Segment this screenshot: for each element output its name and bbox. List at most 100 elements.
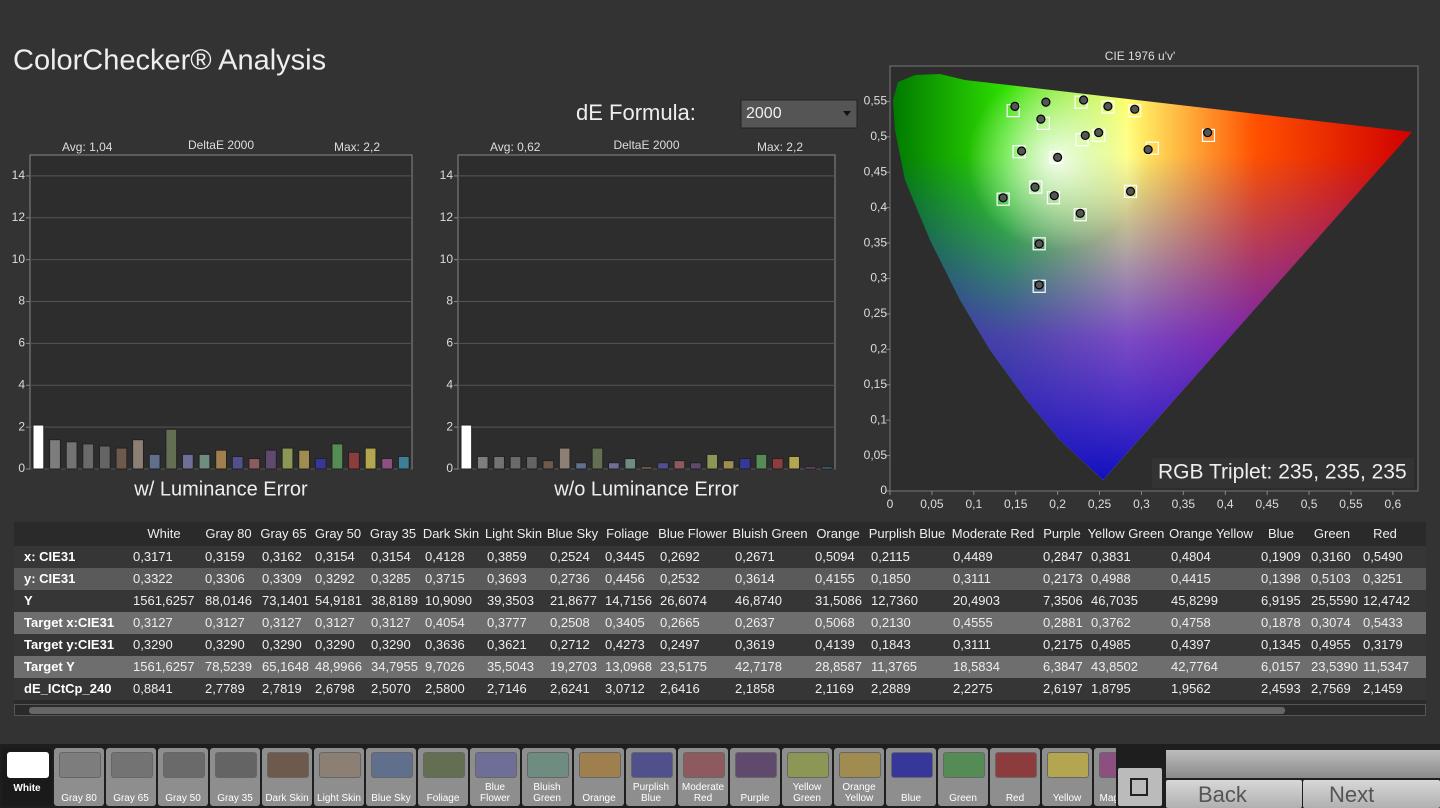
patch-button[interactable]: Gray 80 [54,748,104,806]
patch-color[interactable] [423,752,465,778]
patch-label[interactable]: Magenta [1099,793,1116,804]
tool-buttons[interactable] [1166,750,1440,778]
patch-label[interactable]: Yellow [1052,793,1082,804]
table-cell: 73,1401 [262,593,309,608]
patch-color[interactable] [891,752,933,778]
patch-label[interactable]: Orange [582,793,616,804]
patch-button[interactable]: Moderate Red [678,748,728,806]
patch-color[interactable] [631,752,673,778]
patch-color[interactable] [683,752,725,778]
patch-label[interactable]: Purplish Blue [632,782,670,804]
pause-button[interactable] [1118,768,1162,806]
patch-label[interactable]: Green [949,793,977,804]
table-cell: 0,3127 [133,615,173,630]
patch-button[interactable]: Gray 35 [210,748,260,806]
back-button[interactable]: Back [1166,780,1302,808]
patch-button[interactable]: Orange [574,748,624,806]
patch-label[interactable]: Gray 50 [165,793,201,804]
patch-color[interactable] [527,752,569,778]
patch-button[interactable]: Yellow [1042,748,1092,806]
patch-button[interactable]: Gray 65 [106,748,156,806]
table-cell: 0,3127 [315,615,355,630]
table-cell: 18,5834 [953,659,1000,674]
patch-label[interactable]: Gray 35 [217,793,253,804]
patch-label[interactable]: Blue [900,793,921,804]
patch-button[interactable]: Orange Yellow [834,748,884,806]
patch-label[interactable]: Bluish Green [533,782,561,804]
patch-label[interactable]: Purple [740,793,770,804]
patch-label[interactable]: Moderate Red [681,782,725,804]
patch-button[interactable]: Yellow Green [782,748,832,806]
formula-dropdown[interactable]: 2000 [740,99,858,129]
patch-color[interactable] [267,752,309,778]
patch-button[interactable]: Bluish Green [522,748,572,806]
patch-color[interactable] [995,752,1037,778]
patch-label[interactable]: Red [1005,793,1025,804]
patch-label[interactable]: Blue Sky [371,793,411,804]
patch-label[interactable]: Yellow Green [792,782,822,804]
table-cell: 0,3831 [1091,549,1131,564]
patch-label[interactable]: Light Skin [317,793,361,804]
patch-button[interactable]: Blue [886,748,936,806]
patch-button[interactable]: Purplish Blue [626,748,676,806]
patch-button[interactable]: Blue Sky [366,748,416,806]
patch-color[interactable] [579,752,621,778]
row-label: Target Y [24,659,75,674]
table-cell: 0,2508 [550,615,590,630]
patch-color[interactable] [943,752,985,778]
patch-label[interactable]: White [13,783,41,794]
patch-button[interactable]: Purple [730,748,780,806]
bar [608,462,620,470]
patch-label[interactable]: Foliage [426,793,460,804]
patch-button[interactable]: Light Skin [314,748,364,806]
next-button[interactable]: Next [1303,780,1440,808]
table-cell: 10,9090 [425,593,472,608]
table-cell: 0,1345 [1261,637,1301,652]
patch-button[interactable]: Green [938,748,988,806]
patch-color[interactable] [319,752,361,778]
patch-button[interactable]: Blue Flower [470,748,520,806]
measured-point [1041,97,1051,107]
patch-label[interactable]: Gray 65 [113,793,149,804]
table-cell: 0,3292 [315,571,355,586]
patch-button[interactable]: Dark Skin [262,748,312,806]
table-cell: 0,3777 [487,615,527,630]
table-cell: 0,1850 [871,571,911,586]
row-label: x: CIE31 [24,549,76,564]
table-cell: 65,1648 [262,659,309,674]
patch-color[interactable] [111,752,153,778]
patch-color[interactable] [839,752,881,778]
patch-color[interactable] [59,752,101,778]
bar [542,460,555,470]
patch-color[interactable] [7,752,49,778]
patch-button[interactable]: White [2,748,52,806]
dropdown-value[interactable]: 2000 [746,105,782,122]
patch-color[interactable] [215,752,257,778]
patch-button[interactable]: Red [990,748,1040,806]
back-label[interactable]: Back [1198,782,1247,807]
table-scrollbar[interactable] [14,704,1426,716]
patch-label[interactable]: Gray 80 [61,793,97,804]
scroll-thumb[interactable] [29,707,1285,714]
table-cell: 0,4397 [1171,637,1211,652]
bar [821,466,833,470]
patch-label[interactable]: Blue Flower [479,782,510,804]
row-label: Target x:CIE31 [24,615,115,630]
table-cell: 0,3179 [1363,637,1403,652]
patch-color[interactable] [1099,752,1116,778]
dropdown-arrow[interactable] [843,111,851,116]
patch-color[interactable] [163,752,205,778]
patch-button[interactable]: Magenta [1094,748,1116,806]
next-label[interactable]: Next [1329,782,1375,807]
patch-color[interactable] [371,752,413,778]
patch-color[interactable] [787,752,829,778]
patch-color[interactable] [475,752,517,778]
patch-label[interactable]: Orange Yellow [842,782,876,804]
patch-color[interactable] [735,752,777,778]
patch-label[interactable]: Dark Skin [265,793,309,804]
patch-color[interactable] [1047,752,1089,778]
y-tick-label: 10 [440,252,454,266]
patch-button[interactable]: Foliage [418,748,468,806]
dropdown-box[interactable] [740,99,858,129]
patch-button[interactable]: Gray 50 [158,748,208,806]
